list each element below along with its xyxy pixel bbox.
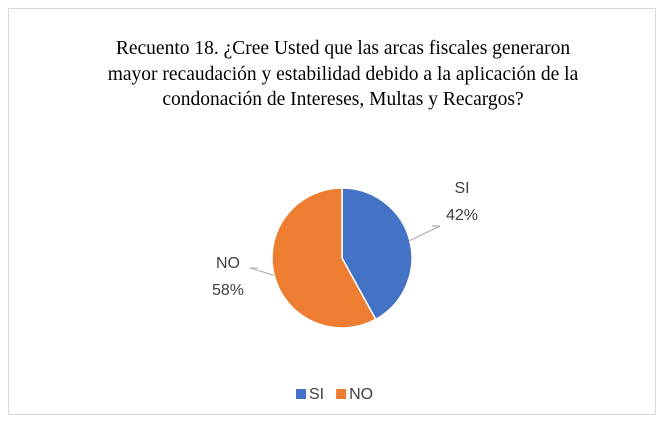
value-label: 42% [446,207,478,224]
legend-label: NO [349,386,373,403]
legend-label: SI [309,386,324,403]
leader-line [409,225,441,242]
pie-slice [341,187,413,321]
category-label: SI [454,180,469,197]
chart-title: Recuento 18. ¿Cree Usted que las arcas f… [107,38,579,110]
leader-line [249,267,275,276]
legend-swatch [296,389,306,399]
pie-slice [271,187,377,329]
legend-swatch [336,389,347,399]
value-label: 58% [212,282,244,299]
category-label: NO [216,255,240,272]
